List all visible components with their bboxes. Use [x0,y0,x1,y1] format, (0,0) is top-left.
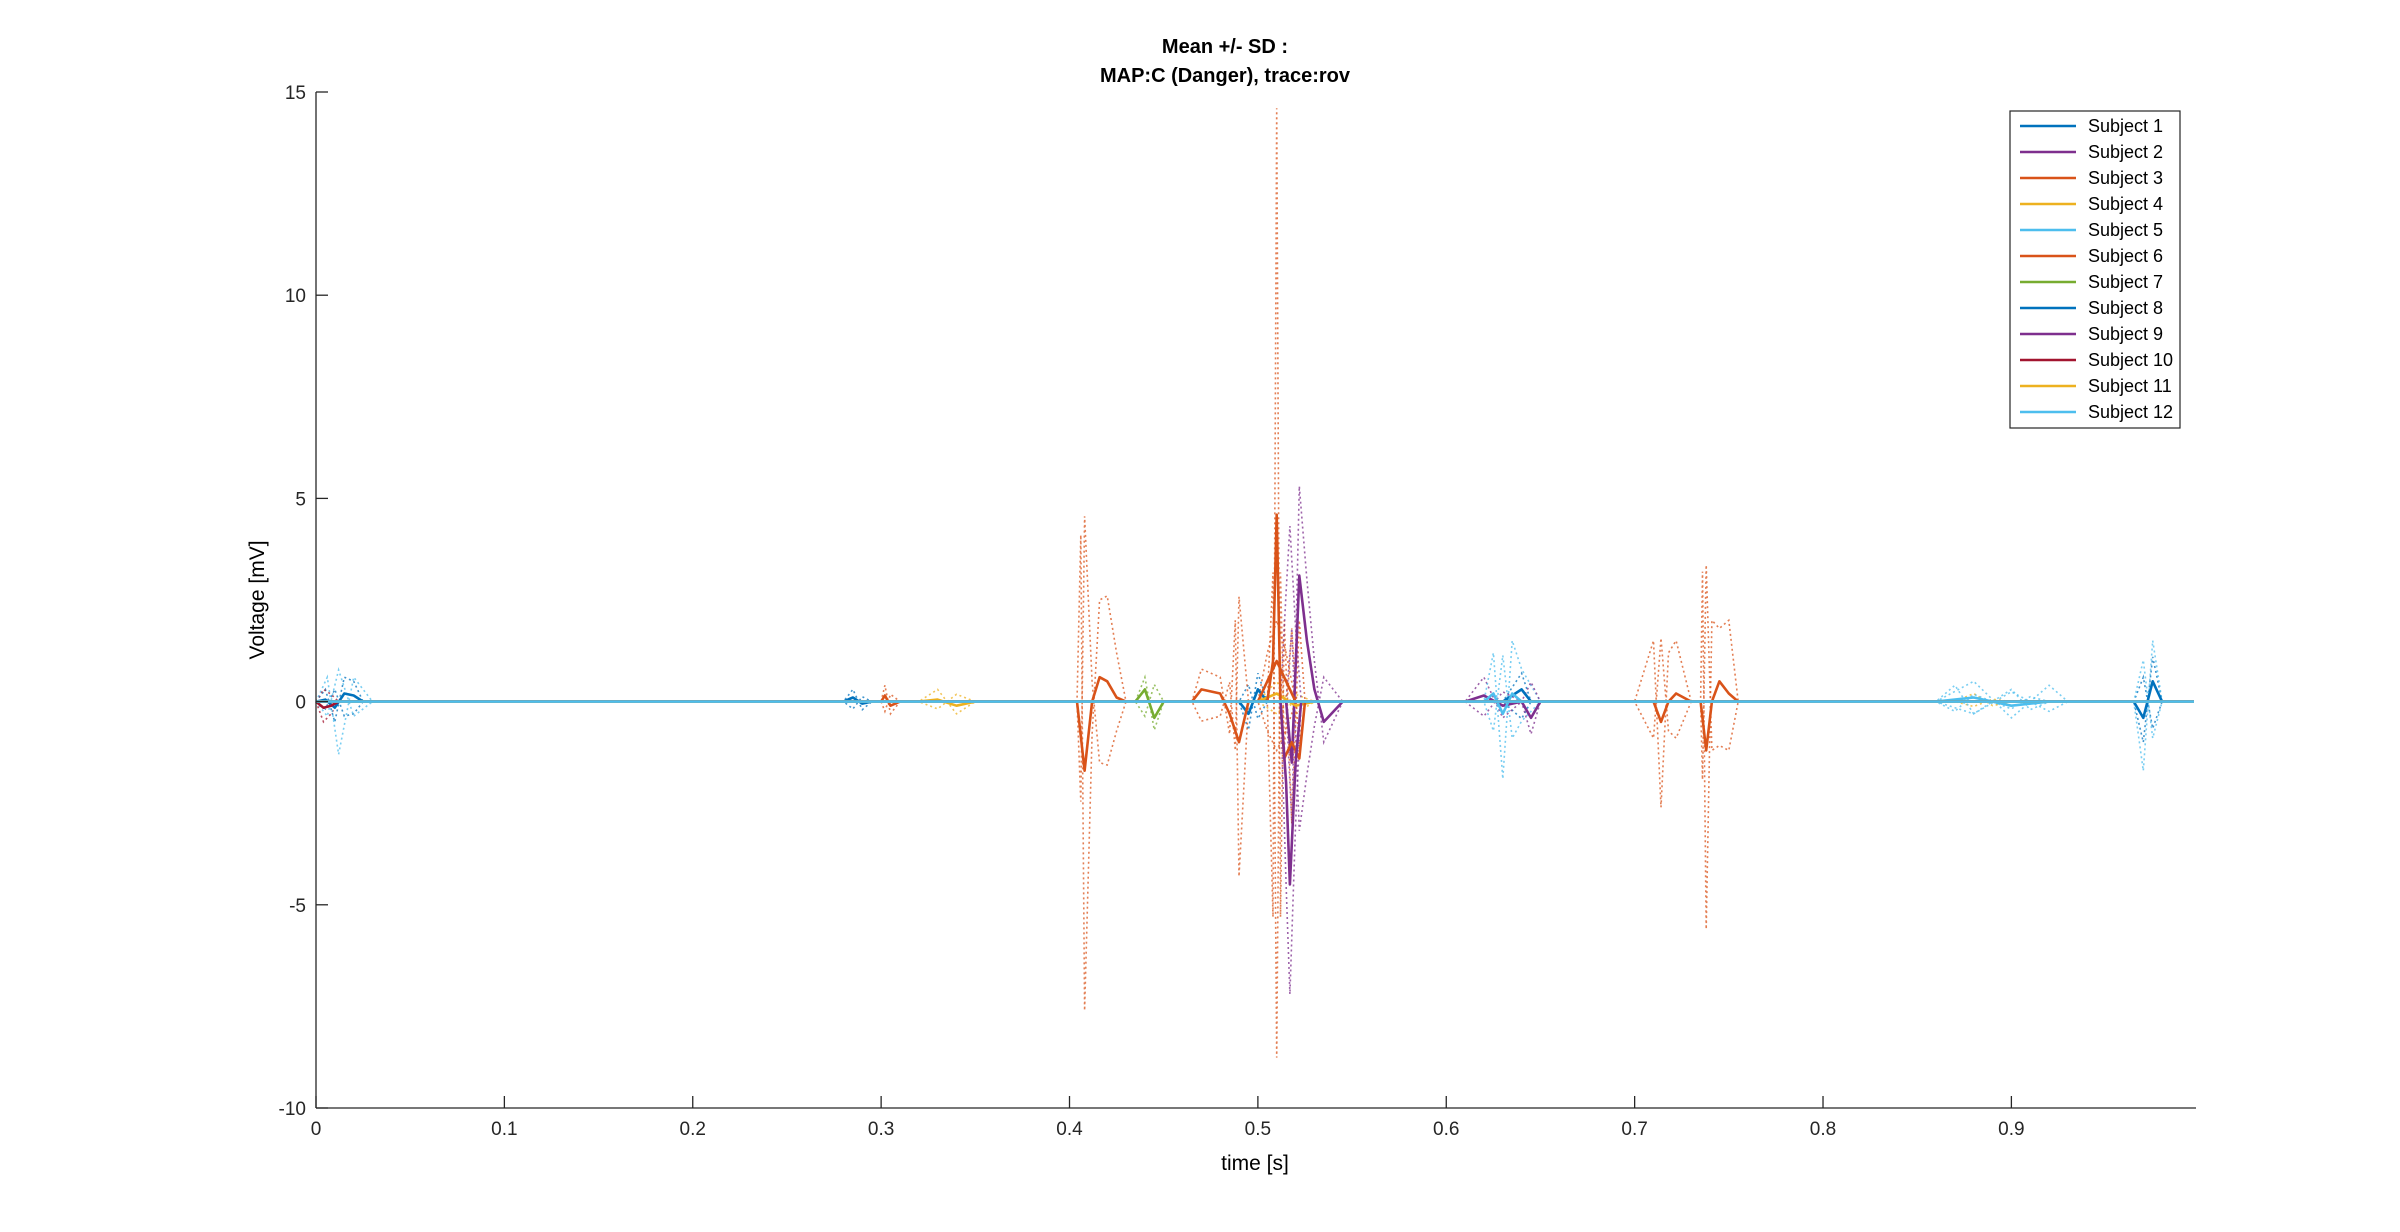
x-tick-label: 0.9 [1998,1119,2024,1140]
y-axis-label: Voltage [mV] [246,540,269,659]
y-tick-label: -10 [279,1099,306,1120]
y-tick-label: 15 [285,83,306,104]
subject-1-sd-upper-line [315,656,2194,743]
x-tick-label: 0.4 [1056,1119,1083,1140]
legend-label: Subject 11 [2088,376,2172,396]
legend[interactable]: Subject 1 Subject 2 Subject 3 Subject 4 Subj… [2009,110,2181,429]
subject-5-sd-lower-line [316,655,2194,741]
y-tick-label: 0 [295,693,306,714]
x-tick-label: 0.8 [1810,1119,1836,1140]
legend-label: Subject 7 [2088,272,2163,292]
legend-item-subject-2[interactable]: Subject 2 [2020,142,2163,162]
subject-9-mean-line [316,700,2194,886]
x-tick-label: 0.7 [1621,1119,1647,1140]
chart-title-line-2: MAP:C (Danger), trace:rov [1100,65,1351,87]
y-tick-label: 5 [295,489,306,510]
legend-label: Subject 4 [2088,194,2163,214]
x-tick-label: 0.2 [680,1119,706,1140]
subject-1-mean-line [315,679,2194,720]
legend-items-group: Subject 1 Subject 2 Subject 3 Subject 4 Subj… [2020,116,2173,422]
subject-6-sd-upper-line [316,108,2194,1011]
legend-item-subject-12[interactable]: Subject 12 [2020,402,2173,422]
subject-1-sd-lower-line [315,674,2194,732]
x-tick-label: 0 [311,1119,322,1140]
x-ticks-group: 0 0.1 0.2 0.3 0.4 0.5 0.6 0.7 0.8 0.9 [311,1096,2025,1140]
y-tick-label: -5 [289,896,306,917]
y-ticks-group: -10 -5 0 5 10 15 [279,83,328,1120]
legend-item-subject-1[interactable]: Subject 1 [2020,116,2163,136]
legend-box [2009,110,2181,429]
legend-item-subject-10[interactable]: Subject 10 [2020,350,2173,370]
subject-3-sd-upper-line [316,617,2194,716]
subject-6-sd-lower-line [316,516,2194,1058]
legend-label: Subject 5 [2088,220,2163,240]
legend-item-subject-3[interactable]: Subject 3 [2020,168,2163,188]
legend-item-subject-5[interactable]: Subject 5 [2020,220,2163,240]
legend-label: Subject 8 [2088,298,2163,318]
x-tick-label: 0.6 [1433,1119,1459,1140]
legend-label: Subject 9 [2088,324,2163,344]
legend-item-subject-7[interactable]: Subject 7 [2020,272,2163,292]
legend-label: Subject 3 [2088,168,2163,188]
plot-area: 0 0.1 0.2 0.3 0.4 0.5 0.6 0.7 0.8 0.9 -10 -5 0 5 10 15 [279,83,2196,1140]
subject-2-sd-upper-line [316,486,2194,824]
legend-label: Subject 10 [2088,350,2173,370]
x-tick-label: 0.3 [868,1119,894,1140]
legend-item-subject-9[interactable]: Subject 9 [2020,324,2163,344]
legend-item-subject-11[interactable]: Subject 11 [2020,376,2172,396]
subject-9-sd-upper-line [316,700,2194,995]
mean-lines-group [315,513,2194,886]
y-tick-label: 10 [285,286,306,307]
legend-item-subject-8[interactable]: Subject 8 [2020,298,2163,318]
chart-title-line-1: Mean +/- SD : [1162,36,1288,58]
legend-label: Subject 2 [2088,142,2163,162]
subject-2-sd-lower-line [316,628,2194,831]
subject-2-mean-line [316,574,2194,764]
x-axis-label: time [s] [1221,1152,1289,1175]
legend-label: Subject 1 [2088,116,2163,136]
legend-label: Subject 12 [2088,402,2173,422]
legend-label: Subject 6 [2088,246,2163,266]
legend-item-subject-4[interactable]: Subject 4 [2020,194,2163,214]
x-tick-label: 0.5 [1245,1119,1271,1140]
legend-item-subject-6[interactable]: Subject 6 [2020,246,2163,266]
x-tick-label: 0.1 [491,1119,517,1140]
